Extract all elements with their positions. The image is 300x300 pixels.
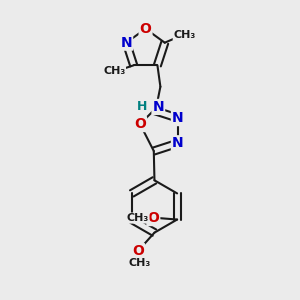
Text: O: O: [132, 244, 144, 258]
Text: N: N: [172, 111, 184, 125]
Text: CH₃: CH₃: [103, 66, 125, 76]
Text: O: O: [134, 117, 146, 131]
Text: O: O: [147, 211, 159, 225]
Text: N: N: [152, 100, 164, 114]
Text: O: O: [140, 22, 152, 36]
Text: CH₃: CH₃: [127, 213, 149, 223]
Text: CH₃: CH₃: [128, 258, 151, 268]
Text: CH₃: CH₃: [173, 30, 196, 40]
Text: H: H: [137, 100, 147, 113]
Text: N: N: [172, 136, 184, 150]
Text: N: N: [121, 36, 132, 50]
